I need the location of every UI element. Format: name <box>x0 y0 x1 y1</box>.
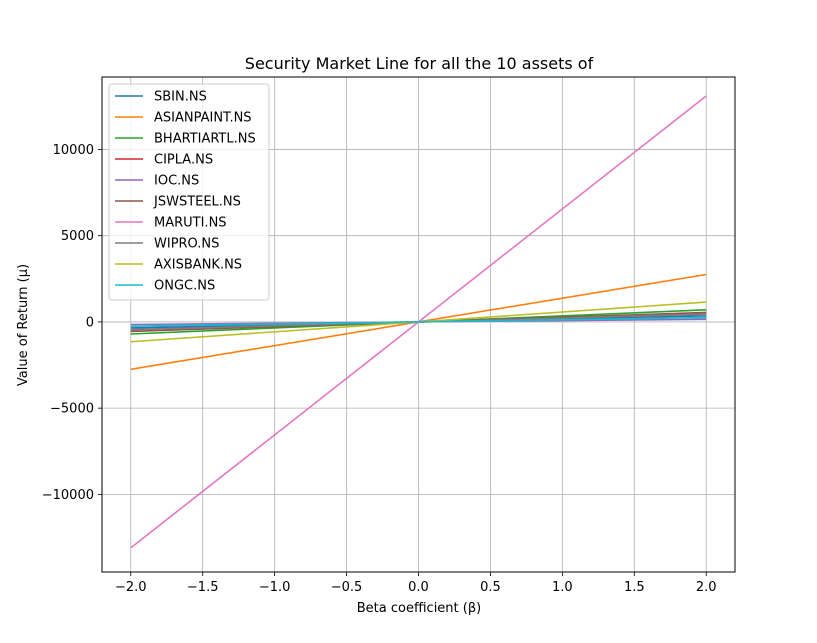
y-tick-label: 5000 <box>61 229 94 244</box>
y-axis-ticks: −10000 −5000 0 5000 10000 <box>42 143 102 503</box>
x-tick-label: 0.5 <box>480 580 501 595</box>
x-tick-label: 2.0 <box>696 580 717 595</box>
x-tick-label: 1.5 <box>624 580 645 595</box>
x-axis-label: Beta coefficient (β) <box>357 601 481 616</box>
legend-entry: MARUTI.NS <box>154 216 227 231</box>
x-tick-label: 1.0 <box>552 580 573 595</box>
x-tick-label: 0.0 <box>408 580 429 595</box>
x-tick-label: −1.0 <box>259 580 291 595</box>
y-axis-label: Value of Return (µ) <box>16 264 31 386</box>
series-line <box>130 316 707 328</box>
legend-entry: CIPLA.NS <box>154 153 213 168</box>
legend-entry: BHARTIARTL.NS <box>154 132 256 147</box>
chart-title: Security Market Line for all the 10 asse… <box>245 54 594 73</box>
y-tick-label: 0 <box>86 315 94 330</box>
legend-entry: ASIANPAINT.NS <box>154 111 252 126</box>
legend-entry: SBIN.NS <box>154 90 207 105</box>
x-tick-label: −1.5 <box>187 580 219 595</box>
legend-box <box>108 83 270 301</box>
legend-entry: WIPRO.NS <box>154 237 219 252</box>
y-tick-label: −5000 <box>50 402 94 417</box>
legend-entry: JSWSTEEL.NS <box>153 195 241 210</box>
x-tick-label: −2.0 <box>115 580 147 595</box>
legend-entry: ONGC.NS <box>154 279 215 294</box>
legend-entry: AXISBANK.NS <box>154 258 242 273</box>
x-axis-ticks: −2.0 −1.5 −1.0 −0.5 0.0 0.5 1.0 1.5 2.0 <box>115 572 717 595</box>
x-tick-label: −0.5 <box>331 580 363 595</box>
y-tick-label: 10000 <box>53 143 94 158</box>
series-lines <box>130 95 707 549</box>
legend-entry: IOC.NS <box>154 174 199 189</box>
legend: SBIN.NS ASIANPAINT.NS BHARTIARTL.NS CIPLA.N… <box>108 83 270 301</box>
y-tick-label: −10000 <box>42 488 94 503</box>
